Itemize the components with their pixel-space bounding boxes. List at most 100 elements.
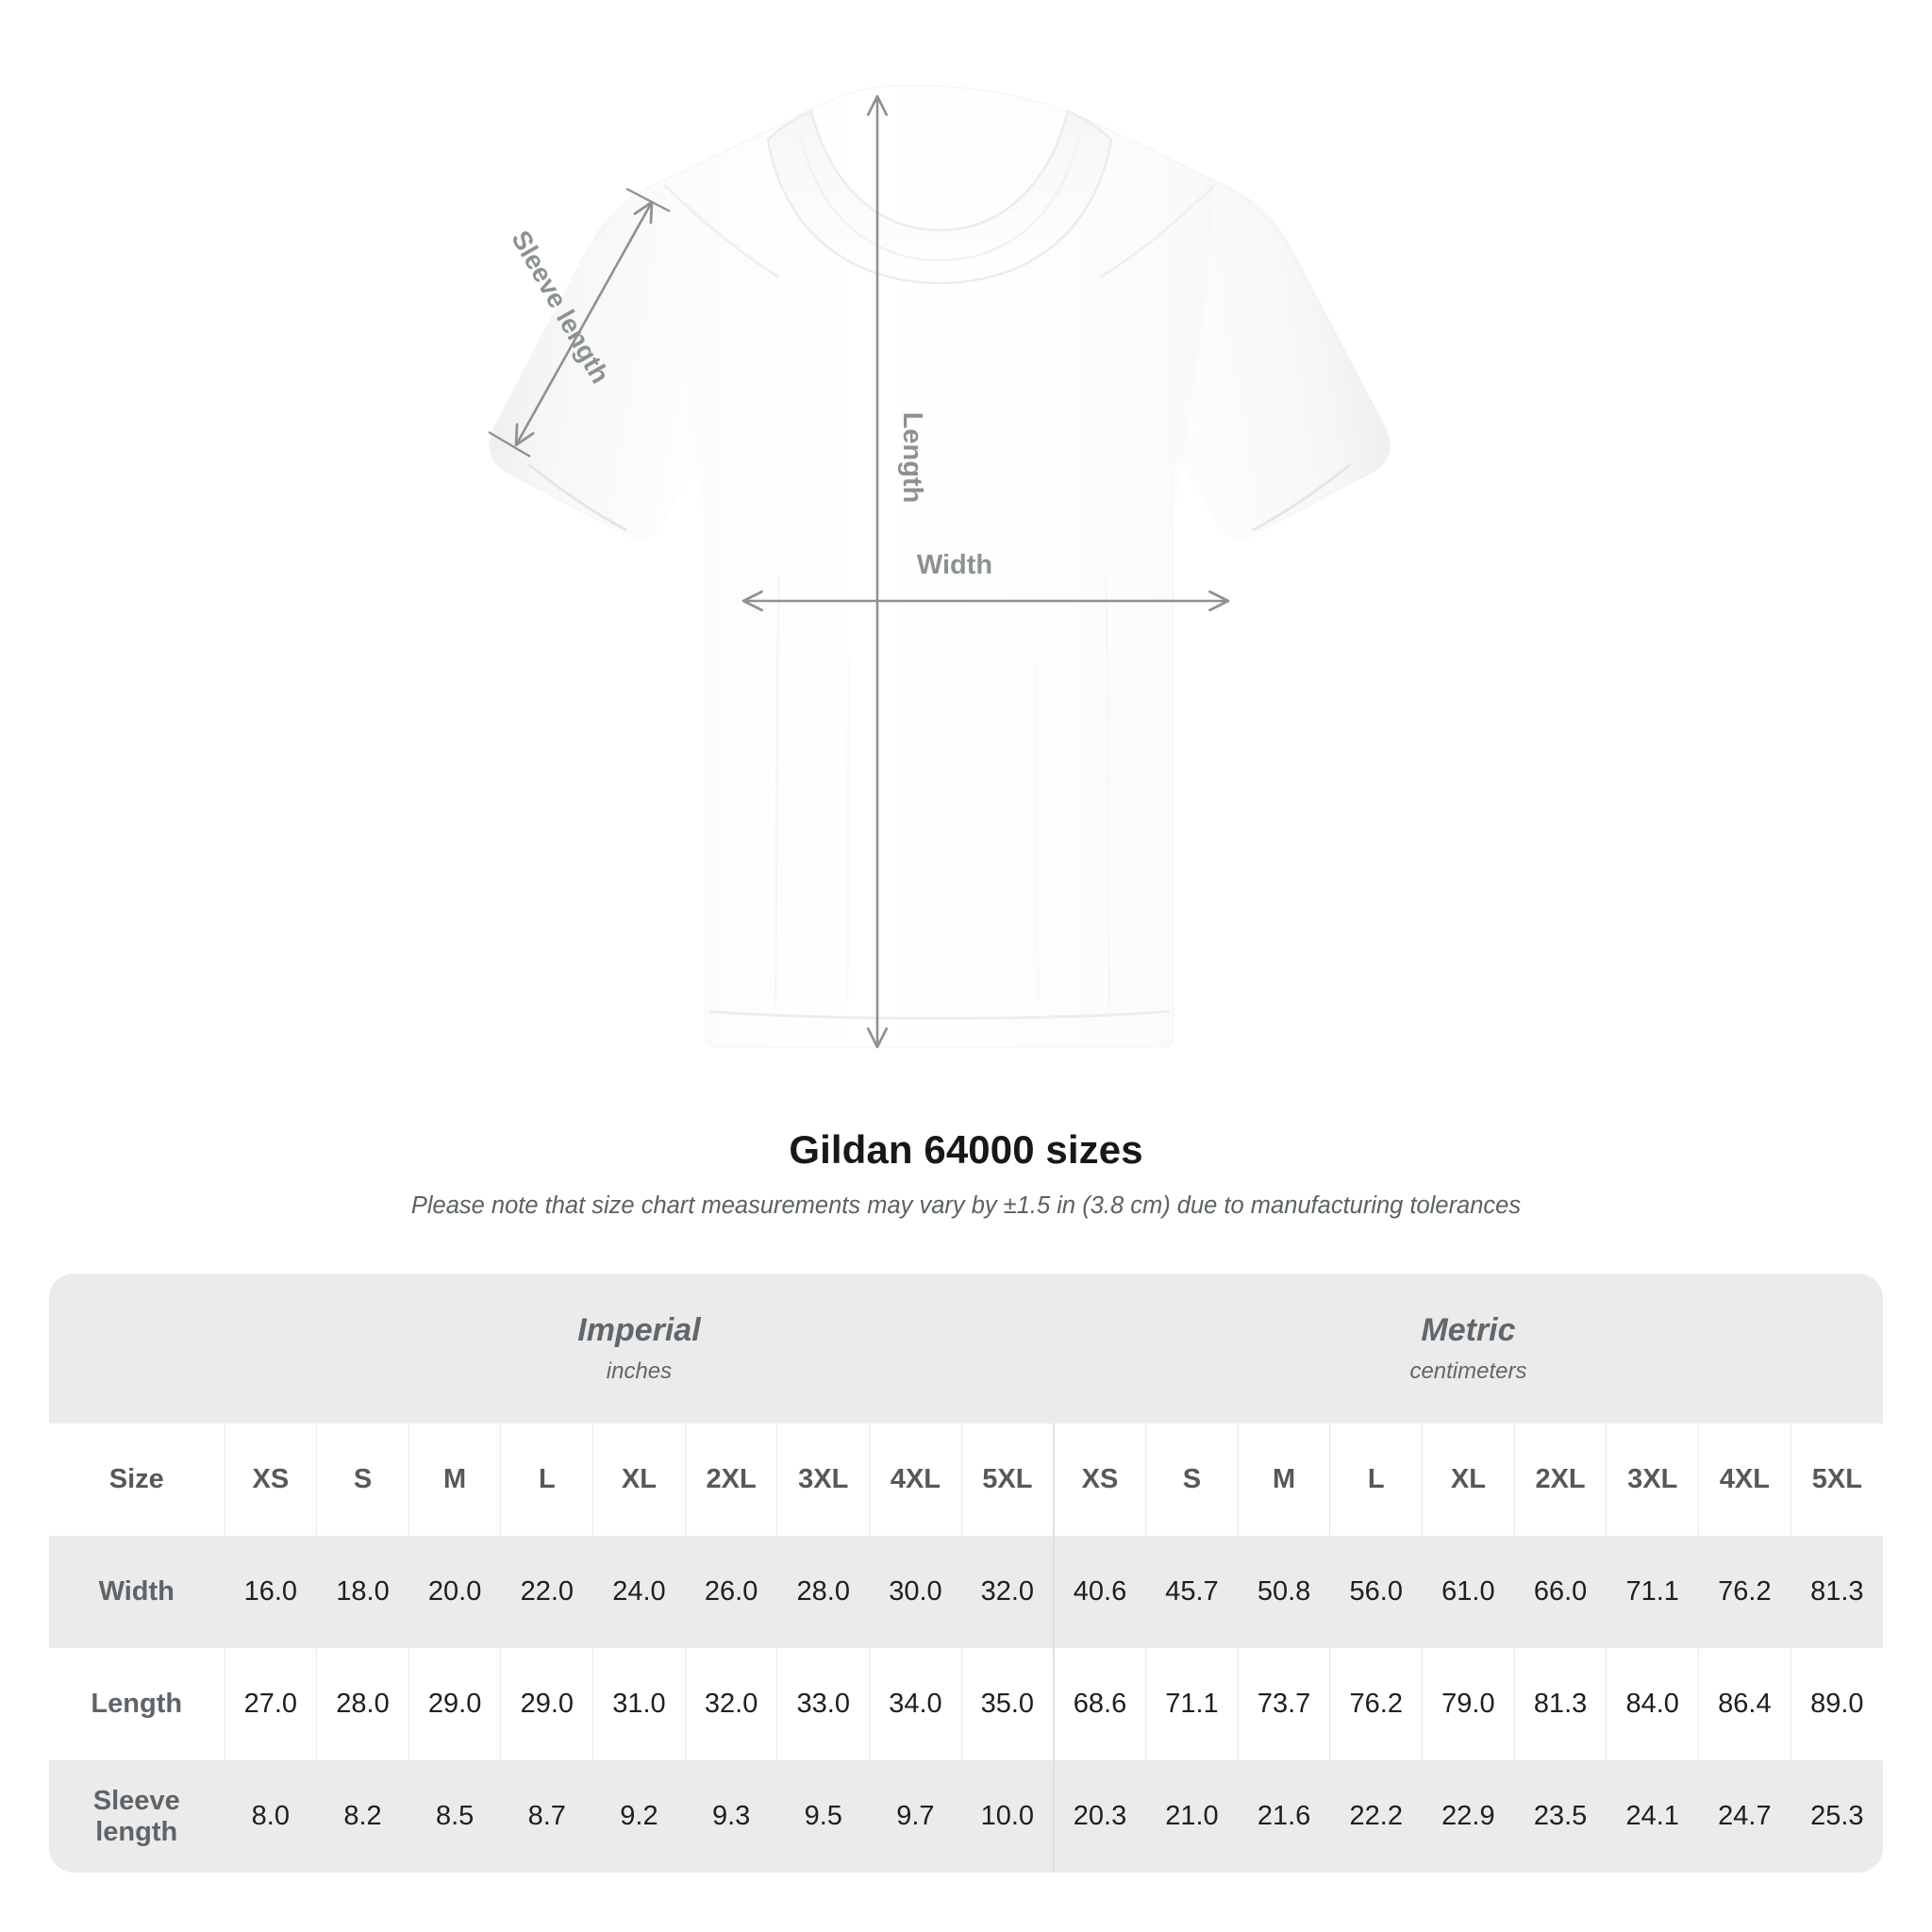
- size-header-metric-m: M: [1237, 1424, 1330, 1536]
- size-row-label: Size: [49, 1424, 225, 1536]
- cell-length-imperial-l: 29.0: [500, 1648, 593, 1760]
- size-header-metric-4xl: 4XL: [1698, 1424, 1791, 1536]
- cell-length-metric-3xl: 84.0: [1606, 1648, 1699, 1760]
- cell-length-metric-4xl: 86.4: [1698, 1648, 1791, 1760]
- cell-width-imperial-2xl: 26.0: [684, 1536, 777, 1648]
- table-row: Width 16.0 18.0 20.0 22.0 24.0 26.0 28.0 30.0 32.…: [49, 1536, 1883, 1648]
- size-header-imperial-s: S: [316, 1424, 409, 1536]
- cell-sleeve-length-metric-5xl: 25.3: [1790, 1760, 1883, 1873]
- cell-width-imperial-l: 22.0: [500, 1536, 593, 1648]
- cell-length-metric-m: 73.7: [1237, 1648, 1330, 1760]
- cell-length-imperial-m: 29.0: [408, 1648, 501, 1760]
- table-row: Sleeve length 8.0 8.2 8.5 8.7 9.2 9.3 9.5 9.7 10.…: [49, 1760, 1883, 1873]
- cell-width-metric-3xl: 71.1: [1606, 1536, 1699, 1648]
- size-header-metric-l: L: [1329, 1424, 1423, 1536]
- width-label: Width: [917, 550, 992, 580]
- cell-width-metric-5xl: 81.3: [1790, 1536, 1883, 1648]
- size-header-imperial-3xl: 3XL: [776, 1424, 870, 1536]
- sleeve-tick-bottom: [488, 431, 531, 458]
- unit-subtitle: centimeters: [1409, 1357, 1527, 1384]
- page-subtitle: Please note that size chart measurements…: [410, 1192, 1522, 1220]
- cell-length-imperial-5xl: 35.0: [960, 1648, 1054, 1760]
- cell-width-metric-4xl: 76.2: [1698, 1536, 1791, 1648]
- shirt-drape-lines: [774, 575, 1111, 1007]
- cell-width-imperial-xs: 16.0: [224, 1536, 317, 1648]
- size-header-imperial-5xl: 5XL: [960, 1424, 1054, 1536]
- table-unit-header-row: Imperial inches Metric centimeters: [49, 1274, 1883, 1424]
- shirt-collar-outer: [766, 109, 1113, 285]
- size-chart-table: Imperial inches Metric centimeters Size XS S M L…: [49, 1274, 1883, 1873]
- unit-name: Metric: [1421, 1312, 1516, 1349]
- cell-sleeve-length-imperial-4xl: 9.7: [869, 1760, 962, 1873]
- cell-width-metric-2xl: 66.0: [1513, 1536, 1607, 1648]
- cell-sleeve-length-imperial-l: 8.7: [500, 1760, 593, 1873]
- cell-sleeve-length-metric-m: 21.6: [1237, 1760, 1330, 1873]
- cell-width-metric-l: 56.0: [1329, 1536, 1423, 1648]
- tshirt-diagram: Width Length Sleeve length: [488, 85, 1391, 1049]
- unit-header-spacer: [49, 1274, 225, 1424]
- cell-width-imperial-3xl: 28.0: [776, 1536, 870, 1648]
- cell-width-imperial-xl: 24.0: [592, 1536, 686, 1648]
- cell-sleeve-length-imperial-2xl: 9.3: [684, 1760, 777, 1873]
- size-header-metric-2xl: 2XL: [1513, 1424, 1607, 1536]
- shirt-collar-inner: [798, 133, 1081, 262]
- unit-name: Imperial: [577, 1312, 701, 1349]
- chart-heading: Gildan 64000 sizes Please note that size…: [0, 1127, 1932, 1221]
- row-label-sleeve-length: Sleeve length: [49, 1760, 225, 1873]
- cell-sleeve-length-imperial-xs: 8.0: [224, 1760, 317, 1873]
- size-header-imperial-2xl: 2XL: [684, 1424, 777, 1536]
- shirt-right-shoulder-seam: [1099, 183, 1217, 279]
- length-label: Length: [897, 412, 927, 504]
- shirt-graphic: [489, 85, 1391, 1048]
- cell-width-imperial-4xl: 30.0: [869, 1536, 962, 1648]
- cell-sleeve-length-metric-xs: 20.3: [1052, 1760, 1146, 1873]
- size-header-metric-s: S: [1145, 1424, 1239, 1536]
- size-header-imperial-xs: XS: [224, 1424, 317, 1536]
- cell-sleeve-length-imperial-m: 8.5: [408, 1760, 501, 1873]
- sleeve-length-dimension-line: [514, 200, 654, 447]
- size-header-imperial-xl: XL: [592, 1424, 686, 1536]
- size-header-metric-xl: XL: [1422, 1424, 1515, 1536]
- shirt-left-shoulder-seam: [662, 183, 780, 279]
- cell-width-imperial-m: 20.0: [408, 1536, 501, 1648]
- cell-sleeve-length-metric-l: 22.2: [1329, 1760, 1423, 1873]
- row-label-length: Length: [49, 1648, 225, 1760]
- cell-sleeve-length-metric-xl: 22.9: [1422, 1760, 1515, 1873]
- cell-length-imperial-2xl: 32.0: [684, 1648, 777, 1760]
- size-header-metric-xs: XS: [1052, 1424, 1146, 1536]
- page-title: Gildan 64000 sizes: [789, 1127, 1143, 1172]
- unit-header-imperial: Imperial inches: [225, 1274, 1054, 1424]
- measurement-annotations: [488, 94, 1230, 1049]
- cell-width-metric-s: 45.7: [1145, 1536, 1239, 1648]
- cell-width-metric-xs: 40.6: [1052, 1536, 1146, 1648]
- sleeve-tick-top: [625, 188, 671, 212]
- cell-width-metric-xl: 61.0: [1422, 1536, 1515, 1648]
- unit-header-metric: Metric centimeters: [1053, 1274, 1883, 1424]
- size-header-imperial-4xl: 4XL: [869, 1424, 962, 1536]
- shirt-right-sleeve: [1174, 183, 1389, 539]
- shirt-bottom-hem: [708, 1009, 1171, 1020]
- row-label-width: Width: [49, 1536, 225, 1648]
- size-header-metric-3xl: 3XL: [1606, 1424, 1699, 1536]
- cell-length-imperial-xl: 31.0: [592, 1648, 686, 1760]
- cell-width-imperial-5xl: 32.0: [960, 1536, 1054, 1648]
- shirt-left-sleeve-hem: [527, 462, 627, 532]
- cell-sleeve-length-imperial-xl: 9.2: [592, 1760, 686, 1873]
- cell-length-metric-5xl: 89.0: [1790, 1648, 1883, 1760]
- cell-length-imperial-s: 28.0: [316, 1648, 409, 1760]
- size-header-metric-5xl: 5XL: [1790, 1424, 1883, 1536]
- cell-width-metric-m: 50.8: [1237, 1536, 1330, 1648]
- cell-length-metric-2xl: 81.3: [1513, 1648, 1607, 1760]
- cell-length-metric-s: 71.1: [1145, 1648, 1239, 1760]
- cell-length-metric-xl: 79.0: [1422, 1648, 1515, 1760]
- cell-length-imperial-xs: 27.0: [224, 1648, 317, 1760]
- table-row: Length 27.0 28.0 29.0 29.0 31.0 32.0 33.0 34.0 35…: [49, 1648, 1883, 1760]
- cell-sleeve-length-imperial-s: 8.2: [316, 1760, 409, 1873]
- tshirt-diagram-svg: Width Length Sleeve length: [488, 85, 1391, 1049]
- cell-sleeve-length-metric-3xl: 24.1: [1606, 1760, 1699, 1873]
- cell-sleeve-length-imperial-3xl: 9.5: [776, 1760, 870, 1873]
- cell-length-metric-l: 76.2: [1329, 1648, 1423, 1760]
- cell-width-imperial-s: 18.0: [316, 1536, 409, 1648]
- table-size-header-row: Size XS S M L XL 2XL 3XL 4XL 5XL XS S M L XL 2XL 3XL 4XL 5…: [49, 1424, 1883, 1536]
- cell-length-imperial-4xl: 34.0: [869, 1648, 962, 1760]
